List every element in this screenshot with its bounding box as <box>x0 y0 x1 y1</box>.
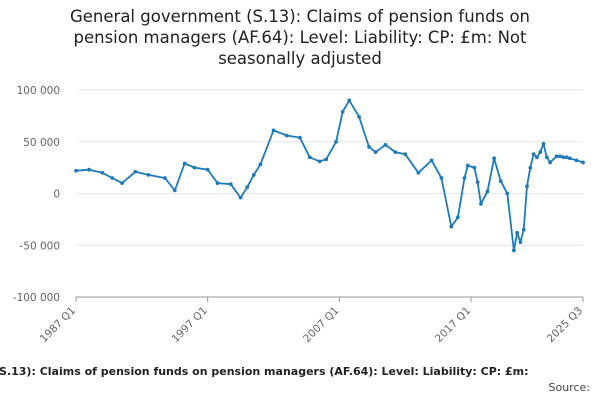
series-line <box>75 99 584 252</box>
data-point <box>531 152 536 157</box>
data-point <box>324 157 329 162</box>
data-point <box>538 150 543 155</box>
data-point <box>462 176 467 180</box>
data-point <box>110 176 115 180</box>
data-point <box>455 215 460 220</box>
footer-series-title: (S.13): Claims of pension funds on pensi… <box>0 365 529 378</box>
data-point <box>515 230 520 235</box>
data-point <box>574 158 579 163</box>
data-point <box>521 227 526 232</box>
x-tick-label: 2007 Q1 <box>301 305 341 345</box>
chart-title-line-1: General government (S.13): Claims of pen… <box>69 7 530 26</box>
data-point <box>228 182 233 187</box>
footer-source: Source: <box>548 381 591 394</box>
chart-title: General government (S.13): Claims of pen… <box>0 6 600 69</box>
data-point <box>564 155 569 160</box>
data-point <box>525 184 529 189</box>
data-point <box>439 176 444 180</box>
data-point <box>403 152 408 157</box>
y-tick-label: 0 <box>53 189 60 201</box>
data-point <box>383 142 388 147</box>
data-point <box>146 172 151 177</box>
data-point <box>87 167 92 172</box>
data-point <box>465 163 470 168</box>
chart-title-line-3: seasonally adjusted <box>218 49 382 68</box>
data-point <box>133 169 138 174</box>
data-point <box>429 158 434 163</box>
data-point <box>475 180 480 185</box>
data-point <box>307 155 312 160</box>
data-point <box>251 172 256 177</box>
data-point <box>554 154 559 159</box>
data-point <box>215 181 220 186</box>
data-point <box>472 165 477 170</box>
x-tick-label: 1987 Q1 <box>38 305 78 345</box>
data-point <box>367 145 371 149</box>
data-point <box>205 167 210 172</box>
data-point <box>548 160 552 165</box>
x-tick-label: 2025 Q3 <box>545 305 585 345</box>
data-point <box>284 133 289 138</box>
data-point <box>416 170 421 175</box>
data-point <box>567 156 572 161</box>
data-point <box>100 170 105 175</box>
data-point <box>393 150 398 155</box>
data-point <box>340 109 345 114</box>
data-point <box>541 141 546 146</box>
data-point <box>528 165 533 170</box>
data-point <box>449 224 454 229</box>
x-tick-label: 2017 Q1 <box>433 305 473 345</box>
data-point <box>172 188 177 193</box>
data-point <box>498 179 503 183</box>
data-point <box>535 155 539 160</box>
data-point <box>485 189 490 194</box>
data-point <box>74 168 78 173</box>
data-point <box>357 115 362 119</box>
data-point <box>297 135 302 140</box>
data-point <box>492 156 497 161</box>
chart-title-line-2: pension managers (AF.64): Level: Liabili… <box>73 28 527 47</box>
data-point <box>182 161 187 166</box>
data-point <box>479 201 483 206</box>
data-point <box>238 195 243 200</box>
data-point <box>245 185 250 190</box>
data-point <box>518 240 523 245</box>
data-point <box>271 128 276 133</box>
y-tick-label: -50 000 <box>19 240 60 252</box>
data-point <box>258 162 263 167</box>
data-point <box>581 160 585 165</box>
data-point <box>162 176 167 180</box>
data-point <box>505 191 510 196</box>
data-point <box>373 150 378 155</box>
data-point <box>558 154 562 159</box>
data-point <box>347 98 352 103</box>
data-point <box>544 155 549 160</box>
x-tick-label: 1997 Q1 <box>169 305 209 345</box>
y-tick-label: 50 000 <box>23 137 60 149</box>
data-point <box>120 181 124 186</box>
y-tick-label: -100 000 <box>13 292 60 304</box>
data-point <box>192 165 197 170</box>
data-point <box>317 159 322 164</box>
data-point <box>334 139 338 144</box>
data-point <box>511 248 516 253</box>
y-tick-label: 100 000 <box>17 85 60 97</box>
data-point <box>561 155 566 160</box>
